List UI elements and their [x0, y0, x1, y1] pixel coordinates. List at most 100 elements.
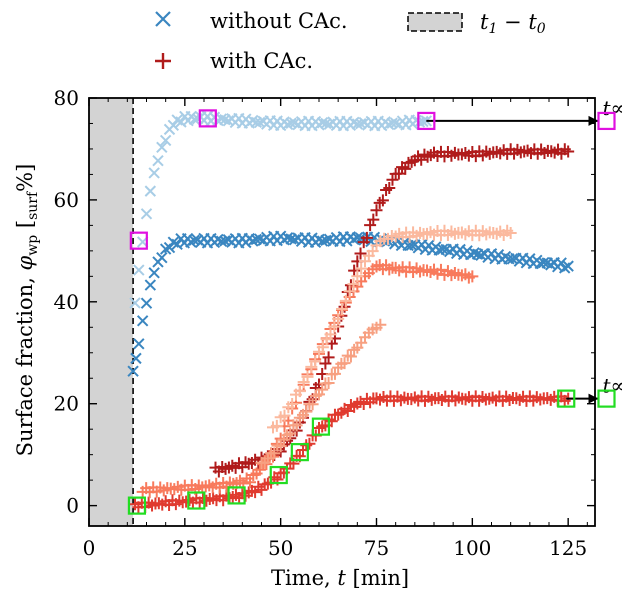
data-point — [140, 297, 153, 309]
x-tick-label: 100 — [453, 536, 491, 560]
data-point — [148, 267, 160, 279]
data-point — [344, 350, 357, 363]
x-tick-label: 0 — [83, 536, 96, 560]
data-point — [367, 213, 380, 226]
legend-entry-with: with CAc. — [155, 49, 313, 73]
data-point — [338, 357, 351, 370]
green-marker — [311, 417, 331, 436]
data-point — [274, 440, 287, 453]
data-point — [313, 422, 325, 435]
legend-label-with: with CAc. — [210, 49, 313, 73]
data-point — [247, 114, 259, 127]
data-point — [156, 251, 168, 264]
data-point — [420, 115, 433, 127]
magenta-marker — [198, 109, 217, 128]
green-marker — [597, 389, 616, 408]
magenta-marker — [597, 111, 616, 131]
data-point — [347, 278, 360, 291]
annotation-t-infinity: t∞ — [603, 96, 622, 120]
data-point — [399, 162, 412, 175]
y-tick-label: 80 — [54, 86, 79, 110]
series-0 — [129, 110, 433, 309]
data-point — [163, 241, 176, 254]
green-marker — [269, 465, 288, 485]
green-marker — [227, 486, 246, 505]
data-point — [355, 262, 368, 275]
green-marker — [127, 496, 147, 515]
data-point — [562, 145, 575, 158]
data-point — [351, 270, 364, 283]
data-point — [322, 376, 335, 389]
y-tick-label: 20 — [54, 392, 79, 416]
data-point — [255, 483, 268, 496]
data-point — [301, 370, 314, 383]
legend-entry-shade: t1 − t0 — [407, 10, 546, 37]
data-point — [405, 239, 418, 251]
data-point — [284, 427, 297, 440]
shaded-region — [89, 98, 134, 526]
data-point — [127, 365, 139, 377]
data-point — [144, 185, 157, 197]
data-point — [504, 227, 517, 240]
x-tick-label: 50 — [268, 536, 293, 560]
data-point — [370, 204, 383, 217]
data-point — [348, 264, 361, 277]
data-point — [343, 285, 356, 298]
data-point — [316, 341, 329, 354]
data-point — [336, 303, 348, 316]
data-point — [319, 357, 332, 370]
x-axis-label: Time, t [min] — [271, 566, 409, 590]
data-point — [562, 260, 574, 272]
arrow-head-1 — [588, 393, 599, 404]
data-point — [386, 173, 399, 186]
data-point — [188, 234, 200, 246]
data-point — [133, 338, 145, 350]
data-point — [254, 233, 266, 245]
x-tick-label: 25 — [172, 536, 197, 560]
data-point — [300, 405, 313, 418]
data-point — [506, 253, 519, 265]
legend: without CAc. with CAc. t1 − t0 — [155, 9, 546, 73]
x-tick-label: 125 — [549, 536, 587, 560]
data-point — [136, 315, 149, 327]
data-point — [185, 236, 197, 248]
data-point — [328, 320, 341, 333]
legend-label-without: without CAc. — [210, 9, 348, 33]
annotation-t-infinity: t∞ — [603, 374, 622, 398]
data-point — [475, 249, 487, 261]
data-point — [191, 112, 204, 125]
data-point — [159, 134, 172, 147]
data-point — [152, 154, 164, 167]
data-point — [144, 279, 157, 291]
series-3 — [129, 390, 575, 514]
data-point — [268, 447, 281, 460]
data-point — [389, 117, 402, 129]
y-tick-label: 0 — [66, 494, 79, 518]
data-point — [130, 352, 142, 365]
data-point — [383, 182, 396, 195]
data-point — [293, 385, 306, 398]
data-point — [354, 247, 367, 260]
axes-frame — [88, 97, 596, 527]
data-point — [316, 383, 329, 396]
legend-marker-x — [155, 11, 171, 27]
data-point — [254, 116, 266, 129]
data-point — [558, 262, 571, 274]
data-point — [156, 141, 168, 154]
data-point — [351, 231, 364, 244]
data-point — [466, 270, 479, 283]
data-point — [322, 351, 335, 364]
data-point — [281, 232, 294, 244]
data-point — [309, 355, 322, 368]
data-point — [332, 312, 345, 325]
data-point — [316, 235, 329, 247]
data-point — [341, 405, 354, 418]
data-point — [373, 196, 386, 209]
data-point — [133, 264, 145, 276]
data-point — [344, 279, 357, 292]
legend-marker-box — [407, 12, 463, 32]
data-point — [380, 184, 393, 196]
data-point — [290, 419, 303, 432]
data-point — [324, 328, 337, 341]
data-point — [468, 247, 480, 259]
